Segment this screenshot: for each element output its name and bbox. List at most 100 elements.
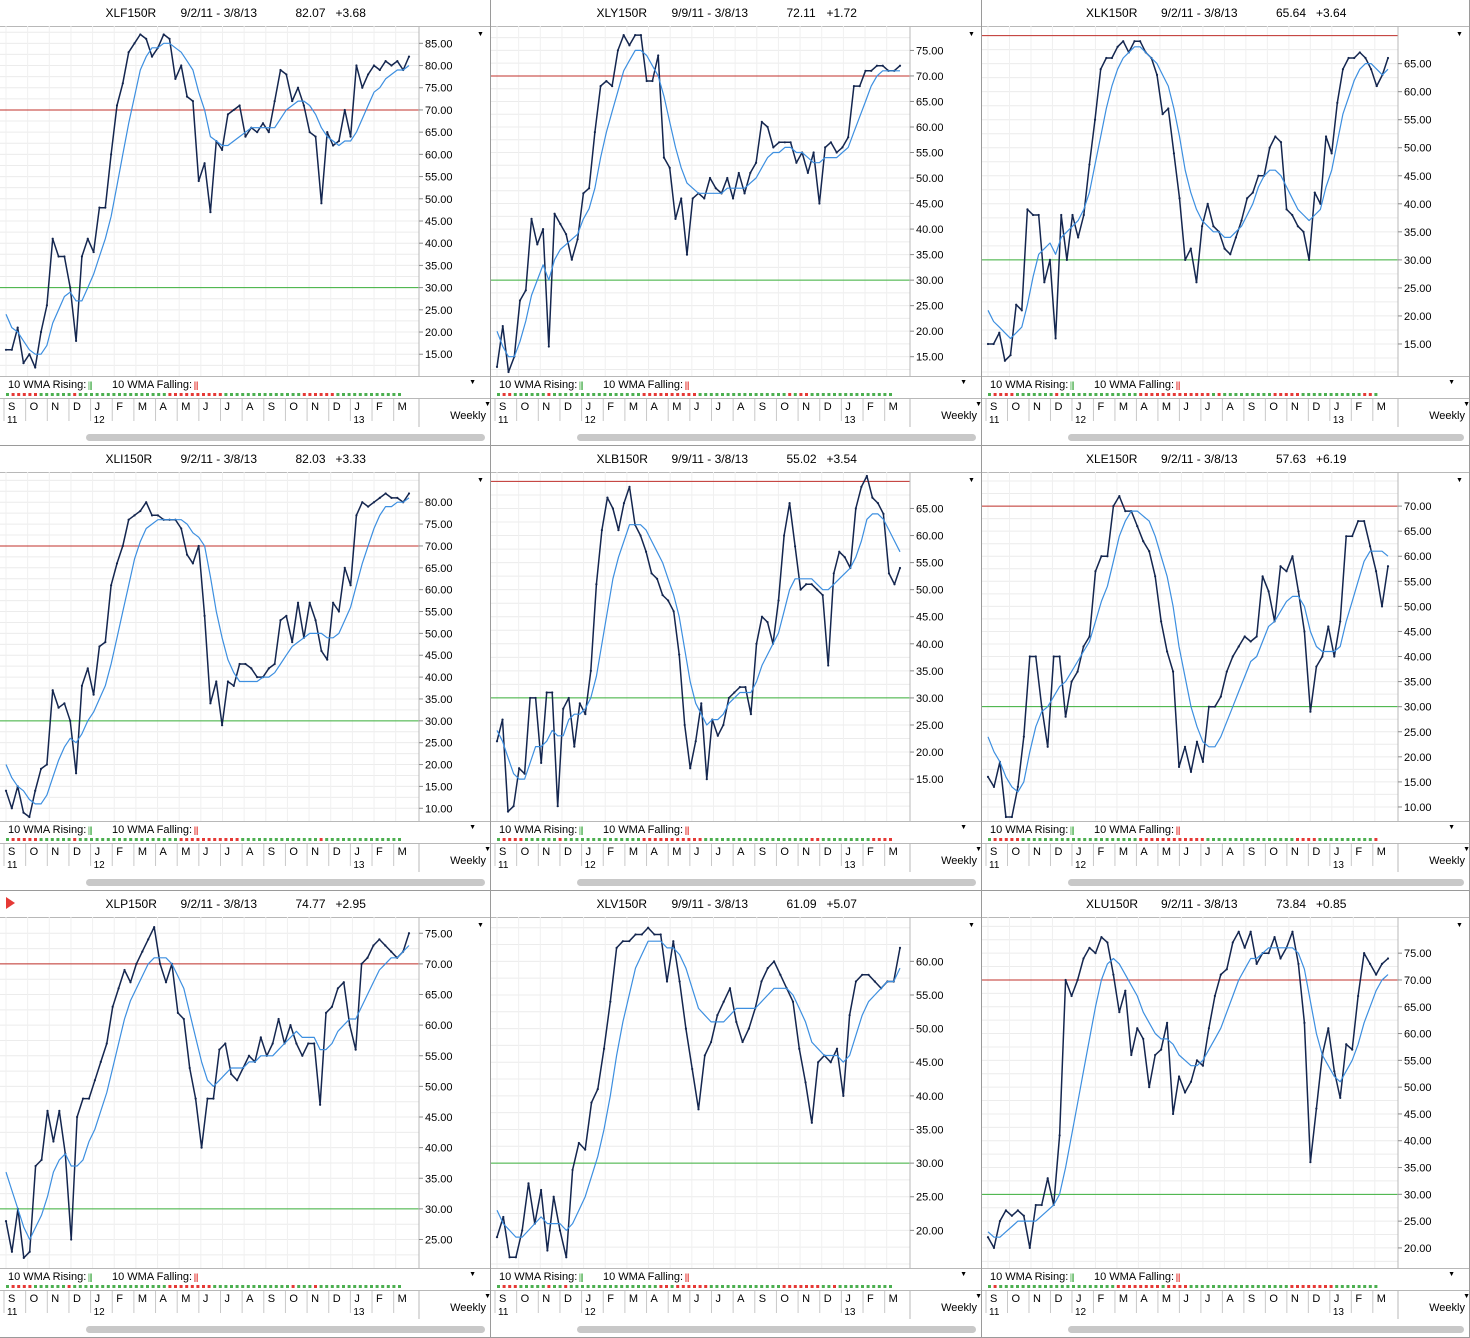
horizontal-scrollbar[interactable] [1068, 1326, 1464, 1333]
rising-dot [146, 393, 149, 396]
price-point [1034, 1203, 1037, 1207]
month-label: A [160, 846, 168, 858]
horizontal-scrollbar[interactable] [86, 434, 485, 441]
period-dropdown-icon[interactable]: ▼ [975, 1293, 982, 1300]
price-point [873, 980, 876, 983]
period-dropdown-icon[interactable]: ▼ [975, 846, 982, 853]
price-point [992, 342, 995, 346]
period-dropdown-icon[interactable]: ▼ [484, 401, 491, 408]
rising-dot [1312, 393, 1316, 396]
indicator-menu-icon[interactable]: ▼ [960, 1271, 967, 1278]
rising-dot [62, 1285, 65, 1288]
month-label: J [203, 1293, 209, 1305]
rising-dot [889, 393, 892, 396]
price-point [244, 662, 247, 666]
horizontal-scrollbar[interactable] [577, 434, 976, 441]
period-selector[interactable]: Weekly [450, 855, 486, 867]
price-point [733, 691, 736, 694]
year-label: 12 [94, 860, 106, 871]
indicator-menu-icon[interactable]: ▼ [1448, 824, 1455, 831]
price-point [63, 702, 66, 705]
rising-dot [586, 1285, 590, 1288]
falling-dot [73, 838, 77, 841]
indicator-menu-icon[interactable]: ▼ [1448, 379, 1455, 386]
price-point [1136, 525, 1139, 528]
month-label: M [1377, 1293, 1386, 1305]
price-point [804, 1081, 807, 1084]
period-dropdown-icon[interactable]: ▼ [975, 401, 982, 408]
price-point [578, 702, 581, 705]
price-point [279, 619, 282, 622]
period-selector[interactable]: Weekly [450, 1302, 486, 1314]
year-label: 13 [353, 1307, 365, 1318]
rising-dot [56, 1285, 60, 1288]
wma-status-strip [6, 838, 401, 841]
rising-dot [603, 1285, 607, 1288]
indicator-menu-icon[interactable]: ▼ [1448, 1271, 1455, 1278]
falling-dot [508, 838, 512, 841]
price-point [541, 227, 545, 231]
price-point [867, 973, 870, 976]
falling-dot [687, 1285, 691, 1288]
y-tick-label: 70.00 [1404, 501, 1432, 513]
period-dropdown-icon[interactable]: ▼ [484, 846, 491, 853]
month-label: D [1054, 846, 1062, 858]
falling-dot [325, 393, 329, 396]
month-label: O [1011, 1293, 1020, 1305]
indicator-menu-icon[interactable]: ▼ [469, 824, 476, 831]
falling-dot [642, 838, 646, 841]
indicator-menu-icon[interactable]: ▼ [469, 379, 476, 386]
price-point [39, 330, 43, 334]
rising-dot [1284, 838, 1288, 841]
rising-dot [112, 838, 116, 841]
plot-area [982, 917, 1398, 1268]
period-dropdown-icon[interactable]: ▼ [1463, 1293, 1470, 1300]
horizontal-scrollbar[interactable] [577, 1326, 976, 1333]
period-selector[interactable]: Weekly [1429, 1302, 1465, 1314]
month-label: J [586, 1293, 592, 1305]
period-dropdown-icon[interactable]: ▼ [484, 1293, 491, 1300]
price-point [1257, 174, 1260, 177]
horizontal-scrollbar[interactable] [1068, 879, 1464, 886]
price-point [1058, 1134, 1061, 1137]
price-point [1380, 962, 1384, 965]
rising-dot [721, 1285, 724, 1288]
indicator-menu-icon[interactable]: ▼ [960, 379, 967, 386]
rising-dot [112, 1285, 116, 1288]
month-axis: S O N D J F M A M J J A S O N D J F M 11 12 13 Weekly ▼ [0, 1290, 490, 1319]
period-selector[interactable]: Weekly [941, 1302, 977, 1314]
period-selector[interactable]: Weekly [1429, 855, 1465, 867]
horizontal-scrollbar[interactable] [577, 879, 976, 886]
horizontal-scrollbar[interactable] [1068, 434, 1464, 441]
price-point [810, 1121, 813, 1124]
period-selector[interactable]: Weekly [941, 855, 977, 867]
period-selector[interactable]: Weekly [941, 410, 977, 422]
rising-dot [877, 393, 881, 396]
price-point [622, 34, 625, 37]
price-point [1368, 962, 1372, 965]
rising-dot [1083, 838, 1087, 841]
month-axis: S O N D J F M A M J J A S O N D J F M 11 12 13 Weekly ▼ [982, 1290, 1469, 1319]
price-point [571, 1168, 574, 1171]
price-point [527, 1182, 530, 1185]
month-label: F [607, 846, 614, 858]
period-dropdown-icon[interactable]: ▼ [1463, 846, 1470, 853]
month-label: S [499, 401, 506, 413]
price-point [1177, 765, 1181, 768]
horizontal-scrollbar[interactable] [86, 879, 485, 886]
price-point [256, 131, 259, 134]
indicator-menu-icon[interactable]: ▼ [960, 824, 967, 831]
indicator-menu-icon[interactable]: ▼ [469, 1271, 476, 1278]
month-label: A [160, 401, 168, 413]
price-point [236, 1079, 239, 1082]
rising-dot [547, 838, 551, 841]
falling-dot [22, 1285, 26, 1288]
month-label: D [73, 1293, 81, 1305]
rising-dot [1122, 393, 1126, 396]
price-point [854, 507, 857, 510]
price-point [1309, 710, 1312, 713]
period-selector[interactable]: Weekly [1429, 410, 1465, 422]
period-selector[interactable]: Weekly [450, 410, 486, 422]
horizontal-scrollbar[interactable] [86, 1326, 485, 1333]
period-dropdown-icon[interactable]: ▼ [1463, 401, 1470, 408]
